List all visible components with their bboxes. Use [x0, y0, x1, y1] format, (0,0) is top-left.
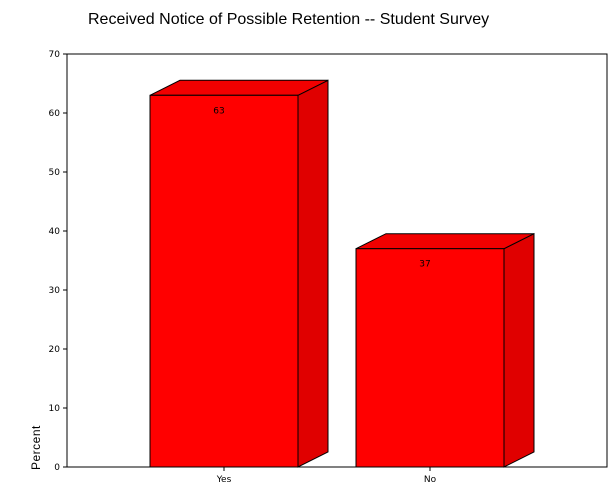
plot-frame [66, 53, 608, 468]
bar-data-label: 37 [419, 260, 430, 270]
bars: 63 37 [149, 79, 535, 468]
x-tick-label: Yes [216, 475, 232, 485]
bar-top-face [149, 79, 329, 96]
bar-top-face [355, 233, 535, 250]
y-tick-label: 30 [49, 286, 61, 296]
x-axis: Yes No [216, 467, 437, 485]
y-tick-label: 70 [49, 50, 61, 60]
chart-title: Received Notice of Possible Retention --… [88, 11, 489, 28]
plot-area [66, 53, 608, 468]
bar-yes: 63 [149, 79, 329, 468]
y-tick-label: 60 [49, 109, 61, 119]
bar-front-face [149, 94, 299, 468]
bar-no: 37 [355, 232, 535, 468]
x-tick-label: No [424, 475, 437, 485]
bar-data-label: 63 [213, 106, 224, 116]
bar-side-face [297, 79, 329, 468]
y-tick-label: 50 [49, 168, 61, 178]
y-tick-label: 40 [49, 227, 61, 237]
y-axis-label: Percent [29, 425, 43, 470]
y-tick-label: 10 [49, 404, 61, 414]
y-tick-label: 20 [49, 345, 61, 355]
y-tick-label: 0 [54, 463, 60, 473]
bar-front-face [355, 248, 505, 468]
y-axis: 0 10 20 30 40 50 60 70 [49, 50, 67, 473]
bar-side-face [503, 232, 535, 468]
